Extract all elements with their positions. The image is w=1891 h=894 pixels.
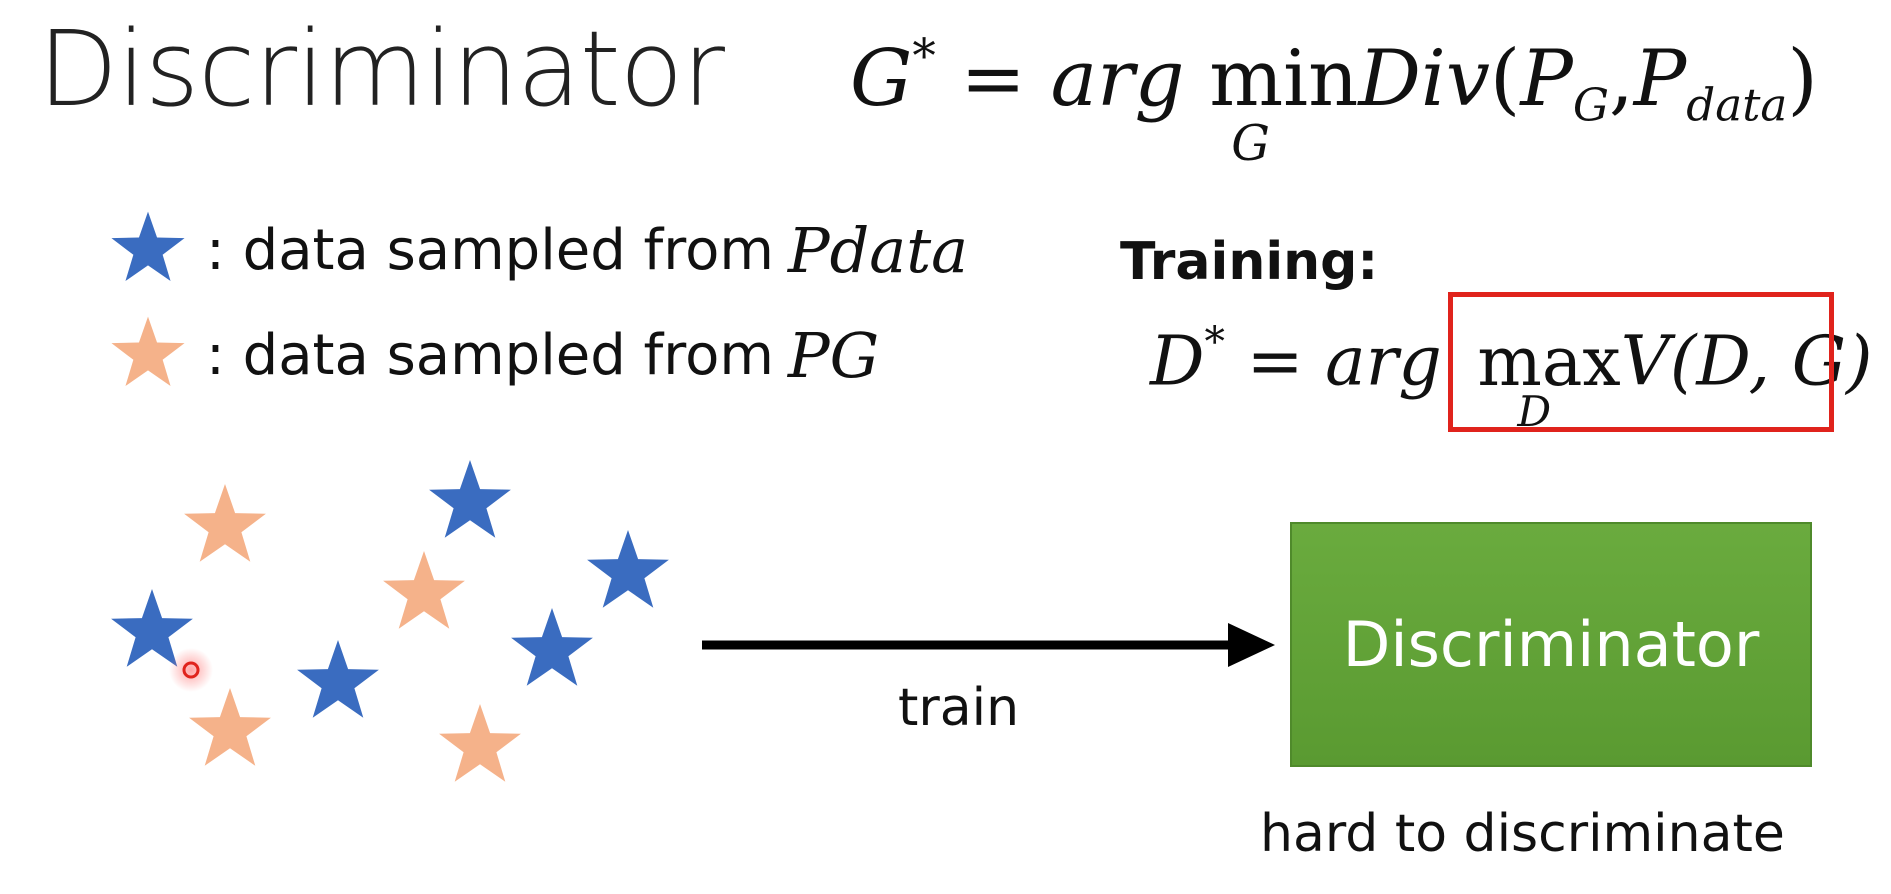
slide-title: Discriminator [38,8,725,130]
real-sample-star-icon [297,640,379,718]
discriminator-box-label: Discriminator [1342,608,1760,681]
legend-generated-data: : data sampled from PG [108,310,879,400]
discriminator-box: Discriminator [1290,522,1812,767]
max-term-highlight-box [1448,292,1834,432]
cursor-pointer [169,648,213,692]
real-sample-star-icon [429,460,511,538]
caption: hard to discriminate [1260,804,1785,864]
arrow-label: train [898,678,1020,738]
star-icon [111,211,185,282]
generator-objective-equation: G* = arg min G Div(PG,Pdata) [850,30,1818,172]
real-sample-star-icon [111,589,193,667]
generated-sample-star-icon [189,688,271,766]
training-heading: Training: [1120,232,1379,292]
legend-generated-math: PG [787,318,880,392]
star-icon [111,316,185,387]
generated-sample-star-icon [184,484,266,562]
legend-generated-label: : data sampled from [206,322,774,388]
real-sample-star-icon [511,608,593,686]
legend-real-data: : data sampled from Pdata [108,205,968,295]
generated-sample-star-icon [383,551,465,629]
real-sample-star-icon [587,530,669,608]
train-arrow [702,623,1275,667]
legend-real-math: Pdata [787,213,969,287]
generated-sample-star-icon [439,704,521,782]
legend-real-label: : data sampled from [206,217,774,283]
